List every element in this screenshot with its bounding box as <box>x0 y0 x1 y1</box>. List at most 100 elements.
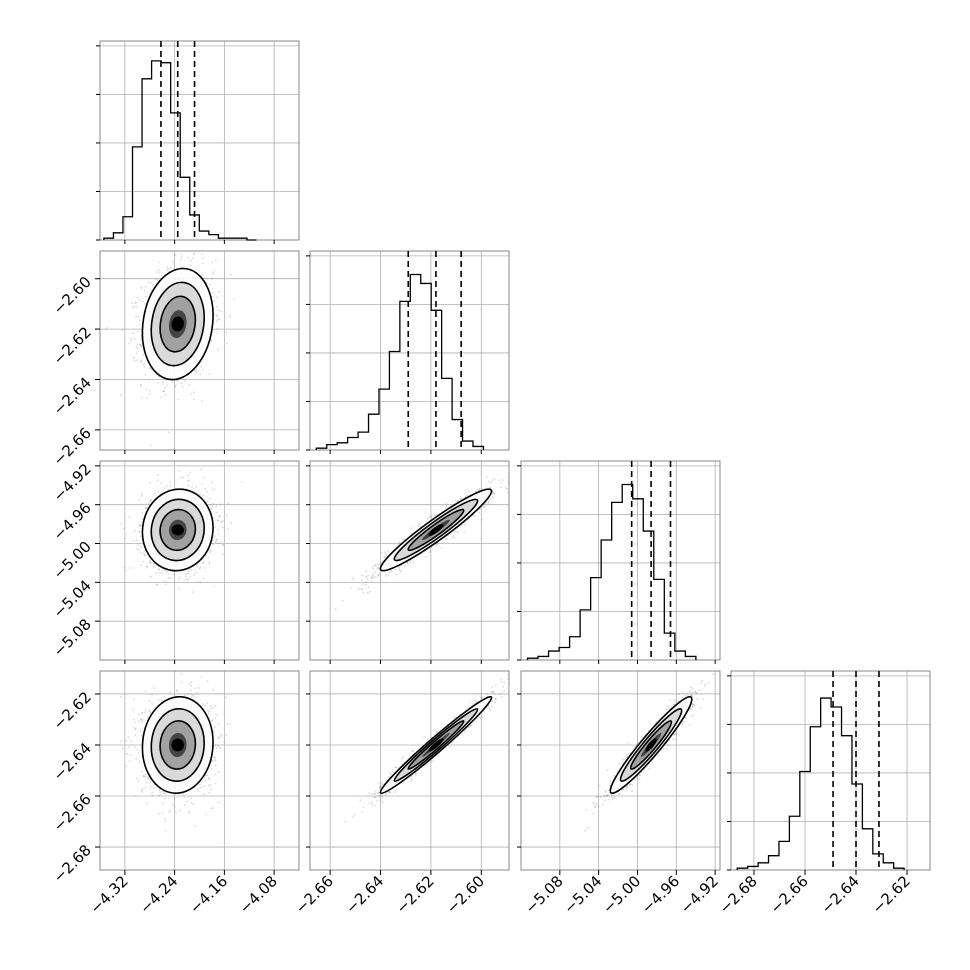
scatter-point <box>137 544 140 547</box>
scatter-point <box>189 682 191 685</box>
scatter-point <box>178 578 181 581</box>
axes-frame <box>309 460 510 661</box>
scatter-point <box>149 711 152 714</box>
scatter-point <box>178 470 181 473</box>
scatter-point <box>134 302 137 304</box>
scatter-point <box>212 707 215 709</box>
scatter-point <box>196 563 199 566</box>
scatter-point <box>202 577 205 580</box>
scatter-point <box>217 542 220 544</box>
scatter-point <box>214 259 217 262</box>
scatter-point <box>210 767 213 770</box>
scatter-point <box>212 543 215 546</box>
scatter-point <box>342 599 345 602</box>
scatter-point <box>501 481 503 484</box>
scatter-point <box>398 568 401 571</box>
scatter-point <box>361 579 364 582</box>
scatter-point <box>212 807 214 809</box>
scatter-point <box>156 479 159 482</box>
scatter-point <box>139 546 142 548</box>
scatter-point <box>210 550 213 552</box>
scatter-point <box>196 565 199 568</box>
scatter-point <box>163 389 166 392</box>
scatter-point <box>367 586 370 588</box>
scatter-point <box>197 580 199 583</box>
scatter-point <box>140 384 142 387</box>
scatter-point <box>133 338 136 340</box>
scatter-point <box>399 541 401 544</box>
scatter-point <box>377 574 379 577</box>
scatter-point <box>189 471 191 474</box>
scatter-point <box>149 785 152 788</box>
scatter-point <box>213 535 216 537</box>
scatter-point <box>200 365 203 368</box>
scatter-point <box>179 476 182 479</box>
scatter-point <box>384 551 387 554</box>
scatter-point <box>190 684 193 687</box>
axes-frame <box>520 460 721 661</box>
scatter-point <box>144 553 146 556</box>
scatter-point <box>156 279 159 281</box>
scatter-point <box>489 486 491 489</box>
scatter-point <box>373 576 376 579</box>
scatter-point <box>187 578 190 581</box>
scatter-point <box>166 268 168 271</box>
panel-content <box>100 251 299 450</box>
scatter-point <box>215 296 218 299</box>
scatter-point <box>480 518 483 521</box>
scatter-point <box>216 306 218 308</box>
scatter-point <box>132 332 135 335</box>
scatter-point <box>156 271 158 274</box>
scatter-point <box>215 320 218 322</box>
scatter-point <box>138 530 141 533</box>
scatter-point <box>135 315 137 318</box>
scatter-point <box>489 487 492 489</box>
scatter-point <box>417 523 420 526</box>
scatter-point <box>360 588 363 590</box>
density-peak <box>171 524 184 536</box>
scatter-point <box>146 565 149 568</box>
scatter-point <box>383 555 386 558</box>
scatter-point <box>143 775 146 778</box>
scatter-point <box>453 536 456 539</box>
scatter-point <box>216 314 219 317</box>
scatter-point <box>440 546 443 549</box>
scatter-point <box>474 490 477 493</box>
panel-content <box>310 461 509 660</box>
scatter-point <box>388 571 391 573</box>
scatter-point <box>193 369 196 372</box>
histogram-panel-p1 <box>306 250 510 451</box>
scatter-point <box>148 575 151 578</box>
scatter-point <box>192 694 195 697</box>
scatter-point <box>166 266 169 268</box>
scatter-point <box>201 262 204 265</box>
scatter-point <box>181 385 184 388</box>
scatter-point <box>210 481 213 484</box>
scatter-point <box>499 486 502 489</box>
scatter-point <box>179 258 182 261</box>
scatter-point <box>157 568 160 570</box>
scatter-point <box>214 726 217 729</box>
contour-line <box>150 281 205 367</box>
scatter-point <box>140 287 143 290</box>
scatter-point <box>122 527 125 530</box>
scatter-point <box>220 520 223 523</box>
scatter-point <box>477 489 479 491</box>
scatter-point <box>160 396 163 398</box>
scatter-point <box>214 705 217 708</box>
scatter-point <box>212 502 215 505</box>
scatter-point <box>163 792 166 795</box>
scatter-point <box>227 502 230 505</box>
scatter-point <box>371 574 374 576</box>
scatter-point <box>206 774 209 777</box>
scatter-point <box>467 518 470 521</box>
scatter-point <box>158 272 161 274</box>
scatter-point <box>225 331 228 334</box>
scatter-point <box>132 708 135 711</box>
scatter-point <box>158 789 161 792</box>
scatter-point <box>180 681 183 684</box>
scatter-point <box>140 397 143 399</box>
scatter-point <box>187 570 190 573</box>
scatter-point <box>135 548 138 551</box>
scatter-point <box>365 584 368 586</box>
